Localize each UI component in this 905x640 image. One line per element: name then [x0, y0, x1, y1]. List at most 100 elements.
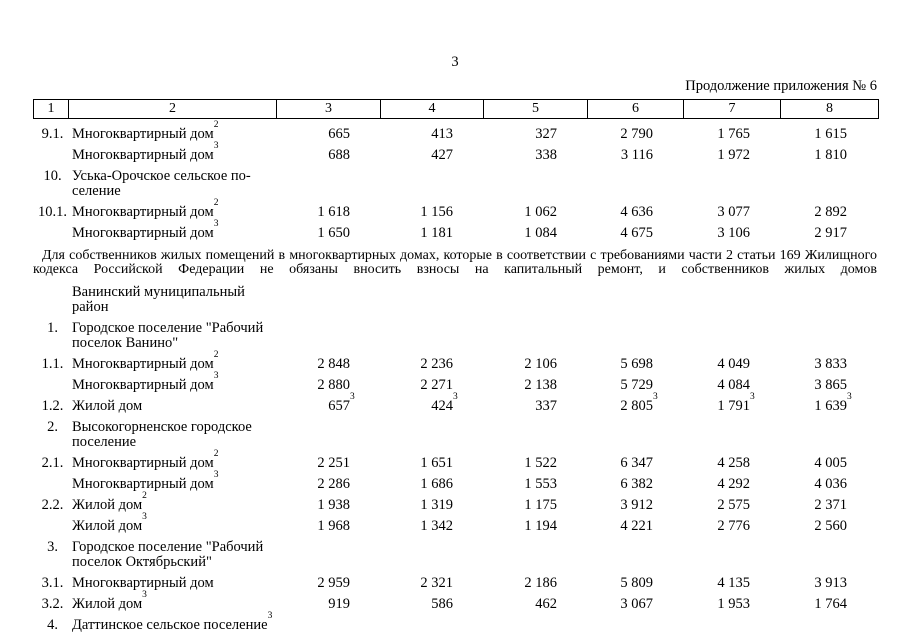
cell-value: 5 729 [620, 377, 653, 393]
table-row: 2.1. Многоквартирный дом2 2 251 1 651 1 522 6… [33, 449, 877, 471]
row-label: Многоквартирный дом3 [72, 141, 219, 163]
row-number [33, 226, 72, 241]
table-row: 10. Уська-Орочское сельское по-селение [33, 169, 877, 199]
cell-value: 2 186 [524, 575, 557, 591]
row-number: 4. [47, 617, 58, 633]
row-label: Жилой дом2 [72, 491, 147, 513]
table-row: Многоквартирный дом3 2 880 2 271 2 138 5 729… [33, 371, 877, 393]
cell-value: 1 181 [420, 225, 453, 241]
column-header-cell: 3 [277, 100, 381, 118]
cell-value: 688 [328, 147, 350, 163]
table-row: 1. Городское поселение "Рабочий поселок Ва… [33, 321, 877, 351]
cell-value: 4 258 [717, 455, 750, 471]
cell-value: 1 319 [420, 497, 453, 513]
cell-value: 4 636 [620, 204, 653, 220]
cell-value: 3 865 [814, 377, 847, 393]
cell-value: 427 [431, 147, 453, 163]
cell-value: 1 686 [420, 476, 453, 492]
cell-value: 4 036 [814, 476, 847, 492]
row-label: Многоквартирный дом2 [72, 198, 219, 220]
table-body-section-2: Ванинский муниципальный район 1. Городское … [33, 285, 877, 633]
cell-value: 1 651 [420, 455, 453, 471]
table-body-section-1: 9.1. Многоквартирный дом2 665 413 327 2 790 1 … [33, 120, 877, 241]
row-number: 1.1. [41, 356, 64, 372]
cell-value: 3 833 [814, 356, 847, 372]
row-number [33, 285, 72, 315]
cell-value: 2 8053 [620, 392, 658, 414]
table-row: 1.2. Жилой дом 6573 4243 337 2 8053 1 7913 1 63… [33, 392, 877, 414]
cell-value: 6573 [328, 392, 355, 414]
row-label: Многоквартирный дом3 [72, 219, 219, 241]
row-label: Многоквартирный дом3 [72, 470, 219, 492]
cell-value: 1 156 [420, 204, 453, 220]
cell-value: 3 077 [717, 204, 750, 220]
row-label: Многоквартирный дом2 [72, 120, 219, 142]
table-row: 1.1. Многоквартирный дом2 2 848 2 236 2 106 5… [33, 350, 877, 372]
cell-value: 919 [328, 596, 350, 612]
row-number: 2.2. [41, 497, 64, 513]
cell-value: 665 [328, 126, 350, 142]
cell-value: 1 084 [524, 225, 557, 241]
column-header-cell: 4 [381, 100, 484, 118]
cell-value: 2 106 [524, 356, 557, 372]
cell-value: 2 286 [317, 476, 350, 492]
cell-value: 5 809 [620, 575, 653, 591]
note-paragraph: Для собственников жилых помещений в мног… [33, 248, 877, 277]
cell-value: 2 236 [420, 356, 453, 372]
row-number: 2. [47, 419, 58, 435]
row-number [33, 378, 72, 393]
table-row: 2.2. Жилой дом2 1 938 1 319 1 175 3 912 2 575 2… [33, 491, 877, 513]
row-label: Жилой дом3 [72, 512, 147, 534]
cell-value: 6 382 [620, 476, 653, 492]
row-number: 2.1. [41, 455, 64, 471]
page-number: 3 [451, 54, 459, 70]
cell-value: 4 675 [620, 225, 653, 241]
cell-value: 4 221 [620, 518, 653, 534]
table-row: 10.1. Многоквартирный дом2 1 618 1 156 1 062… [33, 198, 877, 220]
cell-value: 2 138 [524, 377, 557, 393]
column-header-cell: 2 [69, 100, 277, 118]
column-header-cell: 1 [34, 100, 69, 118]
cell-value: 1 618 [317, 204, 350, 220]
cell-value: 2 790 [620, 126, 653, 142]
cell-value: 1 062 [524, 204, 557, 220]
row-label: Многоквартирный дом2 [72, 449, 219, 471]
cell-value: 1 764 [814, 596, 847, 612]
cell-value: 1 6393 [814, 392, 852, 414]
row-number [33, 148, 72, 163]
cell-value: 1 972 [717, 147, 750, 163]
row-label: Городское поселение "Рабочий поселок Октя… [72, 539, 264, 570]
row-number: 3. [47, 539, 58, 555]
row-number: 9.1. [41, 126, 64, 142]
row-label: Городское поселение "Рабочий поселок Вани… [72, 320, 264, 351]
cell-value: 1 765 [717, 126, 750, 142]
table-row: Жилой дом3 1 968 1 342 1 194 4 221 2 776 2 560 [33, 512, 877, 534]
row-number [33, 477, 72, 492]
cell-value: 5 698 [620, 356, 653, 372]
cell-value: 2 560 [814, 518, 847, 534]
cell-value: 2 371 [814, 497, 847, 513]
column-header-cell: 7 [684, 100, 781, 118]
cell-value: 1 968 [317, 518, 350, 534]
cell-value: 2 848 [317, 356, 350, 372]
row-label: Многоквартирный дом2 [72, 350, 219, 372]
cell-value: 3 116 [620, 147, 653, 163]
cell-value: 4 292 [717, 476, 750, 492]
cell-value: 586 [431, 596, 453, 612]
cell-value: 2 959 [317, 575, 350, 591]
cell-value: 1 175 [524, 497, 557, 513]
cell-value: 1 615 [814, 126, 847, 142]
row-label: Жилой дом [72, 398, 143, 414]
row-number: 3.2. [41, 596, 64, 612]
row-number: 1.2. [41, 398, 64, 414]
cell-value: 2 892 [814, 204, 847, 220]
cell-value: 1 810 [814, 147, 847, 163]
cell-value: 2 880 [317, 377, 350, 393]
cell-value: 4 005 [814, 455, 847, 471]
row-label: Многоквартирный дом [72, 575, 214, 591]
row-label: Уська-Орочское сельское по-селение [72, 168, 251, 199]
cell-value: 3 106 [717, 225, 750, 241]
table-row: Ванинский муниципальный район [33, 285, 877, 315]
